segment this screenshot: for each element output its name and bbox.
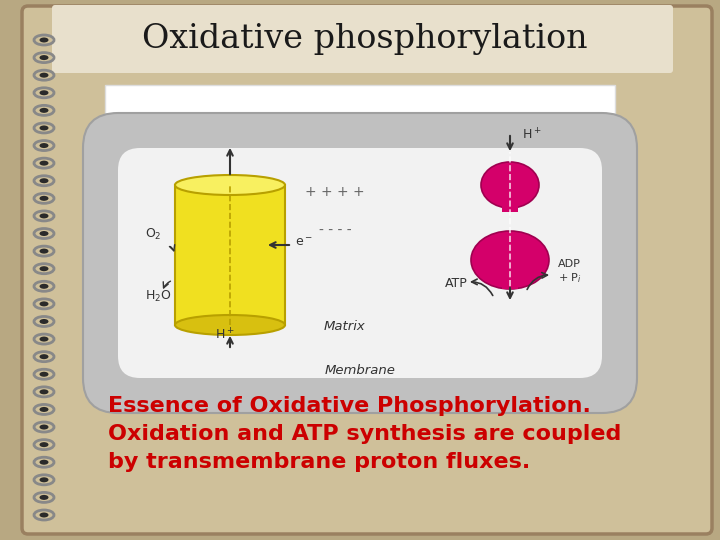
Ellipse shape xyxy=(40,372,48,377)
Ellipse shape xyxy=(40,178,48,183)
Text: e$^-$: e$^-$ xyxy=(295,235,313,248)
Ellipse shape xyxy=(40,284,48,289)
Ellipse shape xyxy=(40,213,48,218)
FancyBboxPatch shape xyxy=(52,5,673,73)
Text: H$_2$O: H$_2$O xyxy=(145,289,171,304)
Ellipse shape xyxy=(481,162,539,208)
Ellipse shape xyxy=(40,231,48,236)
Ellipse shape xyxy=(40,55,48,60)
Text: + + + +: + + + + xyxy=(305,185,365,199)
Bar xyxy=(105,85,615,395)
Ellipse shape xyxy=(40,196,48,201)
Ellipse shape xyxy=(175,315,285,335)
Text: Membrane: Membrane xyxy=(325,363,395,376)
Ellipse shape xyxy=(40,336,48,342)
Ellipse shape xyxy=(471,231,549,289)
Ellipse shape xyxy=(40,301,48,306)
Ellipse shape xyxy=(175,175,285,195)
Ellipse shape xyxy=(40,266,48,271)
Text: Oxidation and ATP synthesis are coupled: Oxidation and ATP synthesis are coupled xyxy=(108,424,621,444)
Ellipse shape xyxy=(40,424,48,429)
Ellipse shape xyxy=(40,319,48,324)
Ellipse shape xyxy=(40,108,48,113)
Ellipse shape xyxy=(40,389,48,394)
FancyBboxPatch shape xyxy=(83,113,637,413)
Ellipse shape xyxy=(40,248,48,254)
Text: H$^+$: H$^+$ xyxy=(215,328,235,343)
Ellipse shape xyxy=(40,407,48,412)
Ellipse shape xyxy=(40,460,48,465)
Text: - - - -: - - - - xyxy=(319,223,351,237)
Ellipse shape xyxy=(40,125,48,131)
Ellipse shape xyxy=(40,354,48,359)
Text: Oxidative phosphorylation: Oxidative phosphorylation xyxy=(143,23,588,55)
Ellipse shape xyxy=(40,477,48,482)
Bar xyxy=(175,185,285,325)
Text: Matrix: Matrix xyxy=(324,321,366,334)
Ellipse shape xyxy=(40,495,48,500)
Ellipse shape xyxy=(40,37,48,43)
Ellipse shape xyxy=(40,143,48,148)
FancyBboxPatch shape xyxy=(22,6,712,534)
Text: O$_2$: O$_2$ xyxy=(145,227,161,242)
Ellipse shape xyxy=(40,160,48,166)
Text: ADP
+ P$_i$: ADP + P$_i$ xyxy=(558,259,582,285)
Text: by transmembrane proton fluxes.: by transmembrane proton fluxes. xyxy=(108,452,530,472)
Text: Essence of Oxidative Phosphorylation.: Essence of Oxidative Phosphorylation. xyxy=(108,396,591,416)
Ellipse shape xyxy=(40,73,48,78)
Text: H$^+$: H$^+$ xyxy=(522,127,541,143)
Bar xyxy=(502,182,518,212)
Ellipse shape xyxy=(40,512,48,517)
Text: ATP: ATP xyxy=(445,277,468,290)
FancyBboxPatch shape xyxy=(118,148,602,378)
Ellipse shape xyxy=(40,90,48,95)
Bar xyxy=(502,257,518,289)
Ellipse shape xyxy=(40,442,48,447)
